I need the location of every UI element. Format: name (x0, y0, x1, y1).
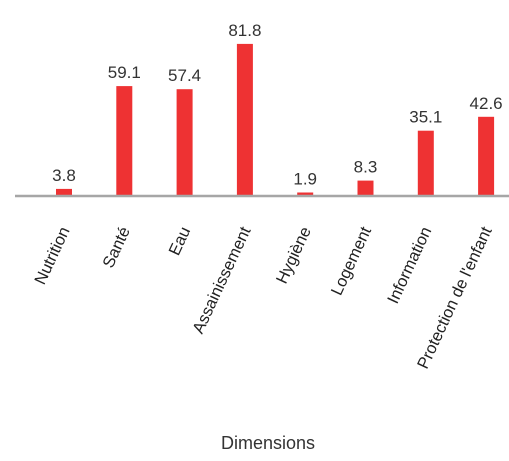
x-tick-label-2: Eau (166, 224, 195, 258)
value-label-0: 3.8 (52, 166, 76, 185)
x-tick-label-4: Hygiène (273, 224, 315, 286)
bar-3 (236, 43, 253, 197)
x-tick-label-0: Nutrition (31, 224, 73, 287)
x-axis-title: Dimensions (221, 433, 315, 453)
value-label-4: 1.9 (293, 170, 317, 189)
bar-5 (357, 180, 374, 196)
value-label-6: 35.1 (409, 108, 442, 127)
value-label-2: 57.4 (168, 66, 201, 85)
value-label-1: 59.1 (108, 63, 141, 82)
value-labels-group: 3.8 59.1 57.4 81.8 1.9 8.3 35.1 42.6 (52, 21, 502, 189)
x-tick-label-3: Assainissement (189, 224, 254, 337)
bar-7 (478, 116, 495, 196)
bars-group (56, 43, 495, 197)
value-label-7: 42.6 (470, 94, 503, 113)
bar-1 (116, 86, 133, 196)
value-label-3: 81.8 (228, 21, 261, 40)
bar-0 (56, 188, 72, 196)
x-tick-label-5: Logement (328, 224, 376, 298)
bar-2 (176, 89, 193, 196)
x-tick-label-6: Information (384, 224, 435, 306)
x-tick-label-1: Santé (99, 224, 134, 271)
bar-4 (297, 192, 314, 196)
value-label-5: 8.3 (354, 158, 378, 177)
bar-6 (417, 130, 434, 196)
